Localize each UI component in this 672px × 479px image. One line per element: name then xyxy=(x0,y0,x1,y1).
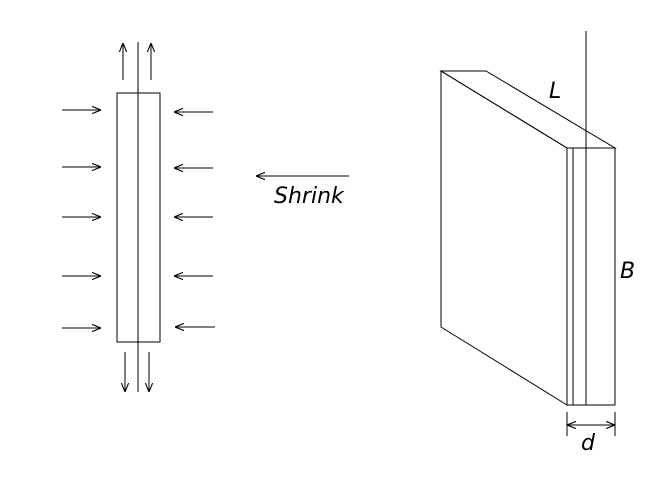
vertical-tension-arrows xyxy=(123,43,151,392)
plate-cross-section xyxy=(62,42,215,392)
length-label: L xyxy=(549,79,561,104)
thickness-dimension: d xyxy=(566,412,616,456)
plate-front-face xyxy=(566,147,616,406)
height-label: B xyxy=(620,259,635,284)
shrink-indicator: Shrink xyxy=(256,176,349,209)
plate-side-face xyxy=(440,70,568,406)
shrink-label: Shrink xyxy=(274,184,345,209)
plate-3d: L B d xyxy=(439,31,635,456)
thickness-label: d xyxy=(581,431,596,456)
right-compression-arrows xyxy=(174,112,215,327)
plate-top-face xyxy=(439,70,617,149)
left-compression-arrows xyxy=(62,110,101,328)
